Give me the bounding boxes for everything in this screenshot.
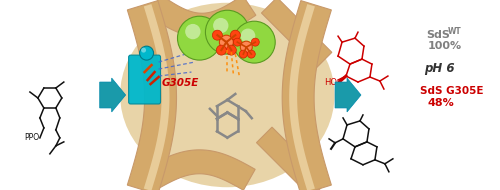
Polygon shape <box>256 127 327 190</box>
Circle shape <box>216 45 226 55</box>
Polygon shape <box>289 4 315 190</box>
Polygon shape <box>282 1 332 190</box>
Text: pH 6: pH 6 <box>424 62 454 75</box>
Polygon shape <box>262 0 332 68</box>
Circle shape <box>226 45 236 55</box>
FancyArrow shape <box>335 78 361 112</box>
Circle shape <box>141 48 146 53</box>
Polygon shape <box>144 150 255 190</box>
Polygon shape <box>148 0 256 37</box>
FancyBboxPatch shape <box>128 55 160 104</box>
Circle shape <box>220 35 234 49</box>
Circle shape <box>193 33 215 55</box>
Circle shape <box>213 18 228 33</box>
Text: G305E: G305E <box>162 78 199 88</box>
Circle shape <box>248 50 256 58</box>
Circle shape <box>248 37 269 58</box>
Polygon shape <box>128 1 176 190</box>
Text: SdS: SdS <box>426 30 450 40</box>
Circle shape <box>230 30 240 40</box>
Circle shape <box>221 27 242 49</box>
FancyArrow shape <box>100 78 126 112</box>
Circle shape <box>206 10 250 54</box>
Ellipse shape <box>120 3 334 187</box>
Circle shape <box>252 38 260 46</box>
Circle shape <box>240 28 256 43</box>
Text: SdS G305E: SdS G305E <box>420 86 484 96</box>
Text: WT: WT <box>448 27 462 36</box>
Circle shape <box>240 50 248 58</box>
Text: HO: HO <box>324 78 337 87</box>
Circle shape <box>234 21 275 63</box>
Circle shape <box>212 30 222 40</box>
Text: PPO: PPO <box>24 133 39 142</box>
Polygon shape <box>144 4 170 190</box>
Text: 48%: 48% <box>428 98 454 108</box>
Circle shape <box>234 38 241 46</box>
Circle shape <box>178 16 222 60</box>
Circle shape <box>140 46 153 60</box>
Bar <box>120 0 339 190</box>
Text: 100%: 100% <box>428 41 462 51</box>
Circle shape <box>185 24 200 39</box>
Circle shape <box>240 41 252 53</box>
